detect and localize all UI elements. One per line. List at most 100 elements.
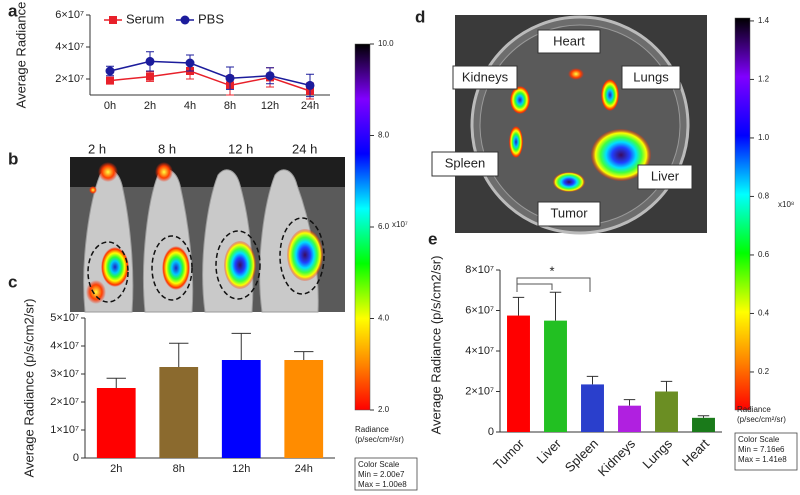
color-scale <box>354 43 371 411</box>
x-tick-label: 8h <box>224 100 236 112</box>
organ-image <box>431 15 707 235</box>
x-tick-label: Heart <box>679 436 712 469</box>
scale-multiplier: x10⁸ <box>778 200 794 209</box>
bar <box>655 391 678 432</box>
y-tick-label: 0 <box>73 452 79 464</box>
significance-bracket <box>516 277 591 292</box>
bar <box>507 315 530 432</box>
marker <box>106 76 114 85</box>
y-tick-label: 2×10⁷ <box>55 73 84 85</box>
y-tick-label: 1.4 <box>758 16 770 25</box>
x-tick-label: 0h <box>104 100 116 112</box>
marker <box>185 58 195 68</box>
y-axis-label: Average Radiance (p/s/cm2/sr) <box>428 256 443 435</box>
legend-marker <box>109 16 117 24</box>
y-tick-label: 2×10⁷ <box>50 396 79 408</box>
y-tick-label: 6.0 <box>378 222 390 231</box>
series-line <box>109 70 311 92</box>
y-tick-label: 10.0 <box>378 39 394 48</box>
y-tick-label: 2×10⁷ <box>465 385 494 397</box>
scale-label: (p/sec/cm²/sr) <box>737 415 786 424</box>
error-bar <box>512 296 525 316</box>
y-tick-label: 4×10⁷ <box>55 41 84 53</box>
annotation: * <box>549 263 554 278</box>
y-tick-label: 4×10⁷ <box>465 345 494 357</box>
image-label: Spleen <box>445 155 485 170</box>
x-tick-label: 24h <box>301 100 319 112</box>
image-label: 2 h <box>88 141 106 156</box>
panel-label: e <box>428 229 437 248</box>
scale-box <box>734 432 798 471</box>
marker <box>225 73 235 83</box>
y-tick-label: 4×10⁷ <box>50 340 79 352</box>
x-tick-label: 4h <box>184 100 196 112</box>
legend-label: PBS <box>198 11 224 26</box>
bar <box>96 388 136 458</box>
error-bar <box>549 291 562 321</box>
image-label: Kidneys <box>462 69 509 84</box>
scale-label: (p/sec/cm²/sr) <box>355 435 404 444</box>
y-tick-label: 0.2 <box>758 367 770 376</box>
y-tick-label: 6×10⁷ <box>55 9 84 21</box>
color-scale <box>734 17 751 411</box>
panel-label: b <box>8 149 18 168</box>
y-tick-label: 0.8 <box>758 192 770 201</box>
x-tick-label: 12h <box>261 100 279 112</box>
x-tick-label: 8h <box>173 463 185 475</box>
error-bar <box>623 399 636 406</box>
scale-box-line: Min = 2.00e7 <box>358 470 405 479</box>
panel-label: a <box>8 1 18 20</box>
y-tick-label: 8.0 <box>378 131 390 140</box>
scale-box <box>354 457 418 491</box>
bar <box>221 360 261 458</box>
error-bar <box>586 375 599 385</box>
marker <box>146 72 154 81</box>
bar <box>692 417 715 432</box>
bar <box>159 367 199 458</box>
y-tick-label: 0.6 <box>758 250 770 259</box>
marker <box>145 56 155 66</box>
error-bar <box>106 377 126 388</box>
y-axis-label: Average Radiance (p/s/cm2/sr) <box>21 299 36 478</box>
image-label: Heart <box>553 33 585 48</box>
image-label: Lungs <box>633 69 669 84</box>
scale-box-line: Max = 1.00e8 <box>358 480 407 489</box>
image-label: Tumor <box>550 205 588 220</box>
scale-box-line: Color Scale <box>738 435 780 444</box>
bar <box>284 360 324 458</box>
image-label: 12 h <box>228 141 253 156</box>
marker <box>265 71 275 81</box>
scale-box-line: Max = 1.41e8 <box>738 455 787 464</box>
x-tick-label: 2h <box>144 100 156 112</box>
error-bar <box>231 332 251 360</box>
legend-marker <box>180 15 190 25</box>
bar <box>581 384 604 432</box>
x-tick-label: 24h <box>295 463 313 475</box>
scale-box-line: Color Scale <box>358 460 400 469</box>
series-line <box>109 60 311 87</box>
scale-label: Radiance <box>355 425 389 434</box>
scale-multiplier: x10⁷ <box>392 220 408 229</box>
error-bar <box>660 380 673 392</box>
x-tick-label: Lungs <box>639 436 675 472</box>
bar <box>544 320 567 432</box>
x-tick-label: Tumor <box>490 435 527 472</box>
y-tick-label: 1.0 <box>758 133 770 142</box>
y-tick-label: 5×10⁷ <box>50 312 79 324</box>
mouse-image <box>70 157 345 313</box>
y-tick-label: 2.0 <box>378 405 390 414</box>
y-axis-label: Average Radiance <box>13 2 28 109</box>
bar <box>618 405 641 432</box>
error-bar <box>697 415 710 418</box>
x-tick-label: 12h <box>232 463 250 475</box>
y-tick-label: 4.0 <box>378 314 390 323</box>
marker <box>105 66 115 76</box>
error-bar <box>294 351 314 360</box>
y-tick-label: 1×10⁷ <box>50 424 79 436</box>
panel-label: c <box>8 272 17 291</box>
y-tick-label: 1.2 <box>758 75 770 84</box>
x-tick-label: Liver <box>534 435 565 466</box>
y-tick-label: 8×10⁷ <box>465 264 494 276</box>
y-tick-label: 0.4 <box>758 309 770 318</box>
